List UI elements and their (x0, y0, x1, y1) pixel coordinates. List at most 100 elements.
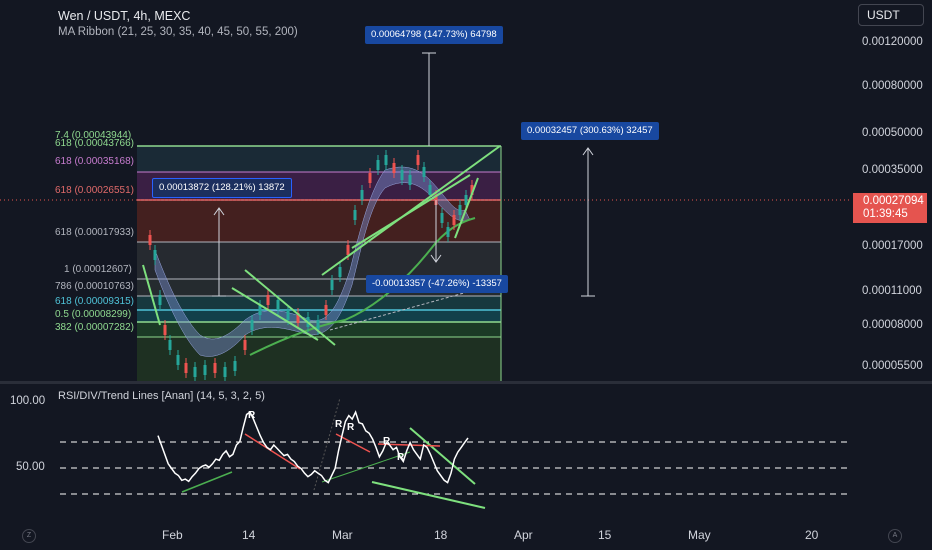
measure-label[interactable]: 0.00013872 (128.21%) 13872 (152, 178, 292, 198)
fib-zone-bottom (137, 337, 501, 382)
currency-button[interactable]: USDT (858, 4, 924, 26)
fib-label: 618 (0.00035168) (55, 156, 134, 167)
fib-label: 618 (0.00026551) (55, 185, 134, 196)
rsi-line (157, 410, 469, 484)
fib-label: 7.4 (0.00043944) (55, 130, 132, 141)
rsi-tick: 50.00 (16, 461, 45, 473)
time-tick: 20 (805, 528, 819, 542)
fib-zone-cyan (137, 310, 501, 322)
fib-label: 618 (0.00043766) (55, 138, 134, 149)
candle-body (384, 155, 388, 165)
rsi-canvas[interactable] (0, 384, 852, 518)
price-tick: 0.00035000 (862, 164, 923, 176)
candle-body (233, 361, 237, 371)
time-tick: Apr (514, 528, 533, 542)
candle-body (286, 310, 290, 320)
rsi-div-marker: R (397, 452, 405, 463)
rsi-legend[interactable]: RSI/DIV/Trend Lines [Anan] (14, 5, 3, 2,… (58, 390, 265, 402)
rsi-div-marker: R (347, 422, 355, 433)
candle-body (452, 215, 456, 225)
fib-label: 618 (0.00017933) (55, 227, 134, 238)
measure-label[interactable]: -0.00013357 (-47.26%) -13357 (366, 275, 508, 293)
rsi-div-marker: R (248, 410, 256, 421)
time-tick: Mar (332, 528, 353, 542)
candle-body (400, 170, 404, 180)
time-axis[interactable] (0, 518, 932, 550)
rsi-div-marker: R (335, 419, 343, 430)
candle-body (223, 367, 227, 377)
candle-body (330, 280, 334, 290)
candle-body (446, 227, 450, 237)
candle-body (258, 305, 262, 315)
price-tick: 0.00008000 (862, 319, 923, 331)
fib-label: 786 (0.00010763) (55, 281, 134, 292)
fib-label: 618 (0.00009315) (55, 296, 134, 307)
time-tick: Feb (162, 528, 183, 542)
candle-body (148, 235, 152, 245)
candle-body (422, 167, 426, 177)
price-tick: 0.00011000 (862, 285, 922, 297)
candle-body (464, 195, 468, 205)
candle-body (368, 173, 372, 183)
candle-body (376, 160, 380, 170)
candle-body (203, 365, 207, 375)
timezone-icon[interactable]: Z (22, 529, 36, 543)
pane-divider[interactable] (0, 381, 932, 384)
time-tick: May (688, 528, 711, 542)
candle-body (338, 267, 342, 277)
candle-body (163, 325, 167, 335)
price-tick: 0.00005500 (862, 360, 923, 372)
candle-body (168, 340, 172, 350)
fib-label: 0.5 (0.00008299) (55, 309, 132, 320)
fib-zone-red (137, 200, 501, 242)
candle-body (276, 300, 280, 310)
candle-body (353, 210, 357, 220)
candle-body (346, 245, 350, 255)
time-tick: 15 (598, 528, 612, 542)
last-price-value: 0.00027094 (863, 195, 924, 207)
candle-body (243, 340, 247, 350)
bar-countdown: 01:39:45 (863, 208, 908, 220)
time-tick: 14 (242, 528, 256, 542)
candlestick-series (148, 150, 474, 382)
candle-body (408, 175, 412, 185)
fib-zone-teal (137, 296, 501, 310)
main-chart-pane[interactable] (0, 0, 852, 382)
measure-label[interactable]: 0.00064798 (147.73%) 64798 (365, 26, 503, 44)
fib-label: 382 (0.00007282) (55, 322, 134, 333)
rsi-pane[interactable] (0, 384, 852, 518)
chart-title: Wen / USDT, 4h, MEXC (58, 9, 191, 23)
candle-body (266, 295, 270, 305)
candle-body (470, 185, 474, 195)
candle-body (428, 185, 432, 195)
candle-body (176, 355, 180, 365)
price-chart-canvas[interactable] (0, 0, 852, 382)
candle-body (458, 205, 462, 215)
price-tick: 0.00080000 (862, 80, 923, 92)
time-tick: 18 (434, 528, 448, 542)
last-price-badge: 0.00027094 01:39:45 (853, 193, 927, 223)
candle-body (296, 313, 300, 323)
price-tick: 0.00050000 (862, 127, 923, 139)
price-tick: 0.00017000 (862, 240, 923, 252)
candle-body (250, 320, 254, 330)
candle-body (416, 155, 420, 165)
price-tick: 0.00120000 (862, 36, 923, 48)
candle-body (213, 363, 217, 373)
rsi-div-marker: R (383, 436, 391, 447)
candle-body (184, 363, 188, 373)
fib-zone-gray (137, 242, 501, 279)
candle-body (324, 305, 328, 315)
candle-body (153, 250, 157, 260)
fib-zone-top (137, 146, 501, 172)
candle-body (193, 367, 197, 377)
auto-scale-icon[interactable]: A (888, 529, 902, 543)
candle-body (158, 295, 162, 305)
indicator-legend[interactable]: MA Ribbon (21, 25, 30, 35, 40, 45, 50, 5… (58, 26, 298, 38)
rsi-tick: 100.00 (10, 395, 46, 407)
candle-body (440, 213, 444, 223)
fib-label: 1 (0.00012607) (64, 264, 132, 275)
measure-label[interactable]: 0.00032457 (300.63%) 32457 (521, 122, 659, 140)
candle-body (392, 163, 396, 173)
candle-body (360, 190, 364, 200)
